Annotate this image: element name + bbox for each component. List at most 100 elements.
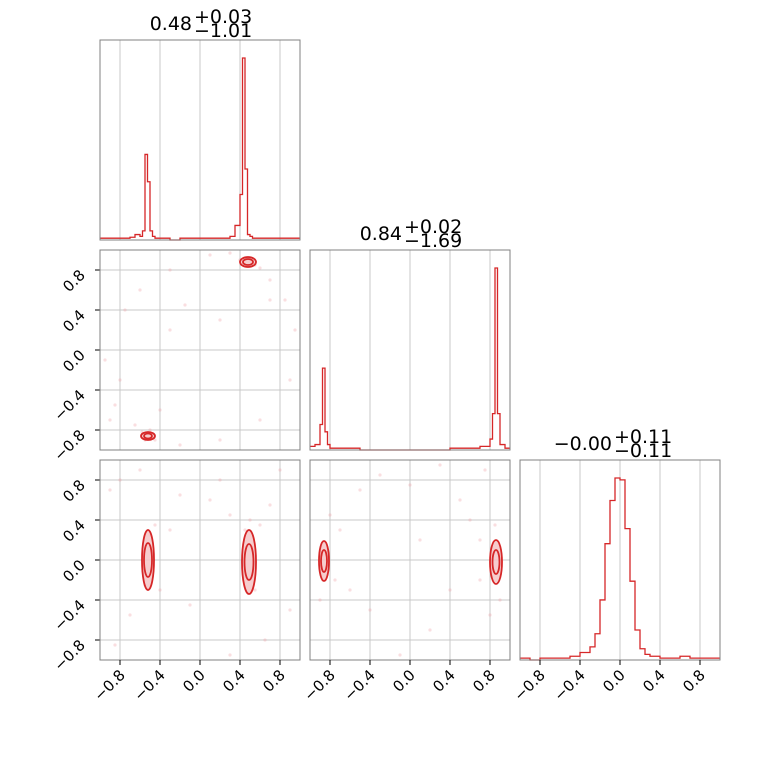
x-tick-label: −0.4 xyxy=(130,666,168,704)
contour-line xyxy=(318,540,330,582)
scatter-point xyxy=(338,528,342,532)
scatter-point xyxy=(318,598,322,602)
contour-fill xyxy=(142,530,154,590)
scatter-point xyxy=(208,498,212,502)
panel-title: 0.84 xyxy=(360,223,402,245)
contour-line xyxy=(243,543,255,581)
scatter-point xyxy=(153,523,157,527)
contour-line xyxy=(241,529,257,595)
scatter-point xyxy=(228,251,232,255)
scatter-point xyxy=(478,578,482,582)
scatter-point xyxy=(368,608,372,612)
panel-title-minus: −1.69 xyxy=(404,230,462,252)
scatter-point xyxy=(498,598,502,602)
scatter-point xyxy=(118,378,122,382)
scatter-point xyxy=(168,528,172,532)
panel-title: −0.00 xyxy=(554,433,612,455)
contour-fill xyxy=(490,540,502,584)
scatter-point xyxy=(268,278,272,282)
contour-line xyxy=(143,432,153,440)
panel-4: −0.8−0.40.00.40.8−0.8 −0.4 0.0 0.4 0.8 xyxy=(50,459,301,705)
y-tick-label: 0.8 xyxy=(59,266,89,296)
scatter-point xyxy=(228,513,232,517)
x-tick-label: 0.8 xyxy=(679,666,709,696)
scatter-point xyxy=(148,428,152,432)
contour-line xyxy=(141,529,155,591)
scatter-point xyxy=(228,653,232,657)
scatter-point xyxy=(488,613,492,617)
scatter-point xyxy=(478,538,482,542)
scatter-point xyxy=(398,653,402,657)
x-tick-label: −0.4 xyxy=(550,666,588,704)
scatter-point xyxy=(153,438,157,442)
x-tick-label: 0.4 xyxy=(219,666,249,696)
x-tick-label: 0.4 xyxy=(429,666,459,696)
scatter-point xyxy=(118,478,122,482)
contour-fill xyxy=(242,530,256,594)
y-tick-label: −0.8 xyxy=(50,636,88,674)
scatter-point xyxy=(248,518,252,522)
scatter-point xyxy=(438,463,442,467)
scatter-point xyxy=(483,468,487,472)
scatter-point xyxy=(293,328,297,332)
scatter-point xyxy=(258,523,262,527)
panel-frame xyxy=(99,39,301,241)
scatter-point xyxy=(428,628,432,632)
panel-title: 0.48 xyxy=(150,13,192,35)
panel-title-plus: +0.03 xyxy=(194,6,252,28)
x-tick-label: 0.0 xyxy=(599,666,629,696)
y-tick-label: 0.4 xyxy=(59,306,89,336)
scatter-point xyxy=(158,588,162,592)
x-tick-label: 0.4 xyxy=(639,666,669,696)
contour-line xyxy=(140,431,156,441)
scatter-point xyxy=(278,468,282,472)
x-tick-label: −0.8 xyxy=(90,666,128,704)
y-tick-label: 0.8 xyxy=(59,476,89,506)
panel-0: 0.48 +0.03−1.01 xyxy=(99,6,301,241)
x-tick-label: 0.0 xyxy=(389,666,419,696)
scatter-point xyxy=(138,288,142,292)
scatter-point xyxy=(103,358,107,362)
histogram-step-line xyxy=(100,57,300,241)
scatter-point xyxy=(283,298,287,302)
scatter-point xyxy=(493,523,497,527)
scatter-point xyxy=(128,613,132,617)
scatter-point xyxy=(358,488,362,492)
scatter-point xyxy=(133,423,137,427)
panel-title-minus: −0.11 xyxy=(614,440,672,462)
x-tick-label: 0.8 xyxy=(469,666,499,696)
panel-1: 0.84 +0.02−1.69 xyxy=(309,216,511,451)
histogram-step-line xyxy=(520,477,720,661)
scatter-point xyxy=(178,443,182,447)
scatter-point xyxy=(108,488,112,492)
scatter-point xyxy=(218,478,222,482)
x-tick-label: 0.0 xyxy=(179,666,209,696)
scatter-point xyxy=(158,408,162,412)
scatter-point xyxy=(458,498,462,502)
scatter-point xyxy=(188,603,192,607)
scatter-point xyxy=(328,513,332,517)
y-tick-label: 0.0 xyxy=(59,346,89,376)
panel-title-plus: +0.02 xyxy=(404,216,462,238)
contour-line xyxy=(143,542,153,578)
scatter-point xyxy=(263,638,267,642)
scatter-point xyxy=(408,483,412,487)
y-tick-label: −0.4 xyxy=(50,386,88,424)
scatter-point xyxy=(258,266,262,270)
scatter-point xyxy=(123,308,127,312)
panel-3: −0.8−0.4 0.0 0.4 0.8 xyxy=(50,249,301,465)
scatter-point xyxy=(333,578,337,582)
scatter-point xyxy=(253,588,257,592)
y-tick-label: −0.8 xyxy=(50,426,88,464)
panel-frame xyxy=(309,249,511,451)
panel-title-plus: +0.11 xyxy=(614,426,672,448)
y-tick-label: 0.0 xyxy=(59,556,89,586)
panel-2: −0.00 +0.11−0.11 −0.8 −0.4 0.0 0.4 0.8 xyxy=(510,426,721,705)
scatter-point xyxy=(348,588,352,592)
scatter-point xyxy=(168,328,172,332)
scatter-point xyxy=(288,378,292,382)
x-tick-label: 0.8 xyxy=(259,666,289,696)
scatter-point xyxy=(168,268,172,272)
contour-line xyxy=(491,549,501,575)
